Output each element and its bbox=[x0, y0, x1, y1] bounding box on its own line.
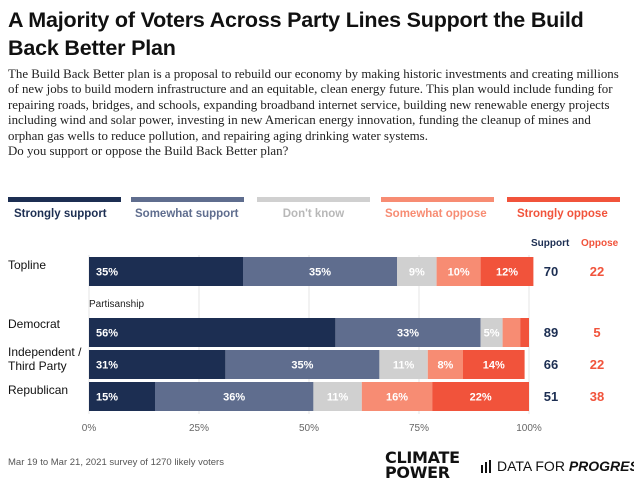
data-label: 12% bbox=[496, 267, 518, 279]
x-tick-label: 100% bbox=[516, 423, 542, 434]
data-label: 35% bbox=[96, 267, 118, 279]
climate-power-line1: CLIMATE bbox=[385, 448, 460, 467]
oppose-total: 22 bbox=[589, 356, 605, 372]
bar-segment bbox=[89, 382, 155, 411]
bar-segment bbox=[520, 318, 529, 347]
oppose-header: Oppose bbox=[581, 238, 619, 249]
legend-swatch bbox=[257, 197, 370, 202]
data-label: 10% bbox=[448, 267, 470, 279]
chart-description: The Build Back Better plan is a proposal… bbox=[8, 67, 626, 159]
bar-segment bbox=[480, 318, 503, 347]
bar-segment bbox=[463, 350, 525, 379]
bar-segment bbox=[89, 318, 336, 347]
data-label: 33% bbox=[397, 328, 419, 340]
data-label: 11% bbox=[327, 392, 349, 404]
data-label: 36% bbox=[223, 392, 245, 404]
row-label: Independent / Third Party bbox=[8, 345, 82, 373]
dfp-emphasis: PROGRESS bbox=[568, 458, 634, 474]
bar-segment bbox=[397, 257, 437, 286]
legend-label: Strongly support bbox=[14, 208, 107, 220]
dfp-text: DATA FOR bbox=[497, 458, 569, 474]
data-label: 8% bbox=[437, 360, 453, 372]
support-total: 70 bbox=[543, 263, 559, 279]
legend-item: Strongly support bbox=[8, 197, 121, 223]
x-tick-label: 75% bbox=[408, 423, 430, 434]
legend-swatch bbox=[507, 197, 620, 202]
support-total: 89 bbox=[543, 324, 559, 340]
legend-label: Don't know bbox=[282, 208, 345, 220]
oppose-total: 5 bbox=[593, 324, 601, 340]
bar-segment bbox=[480, 257, 534, 286]
data-for-progress-logo: DATA FOR PROGRESS bbox=[481, 458, 634, 474]
climate-power-line2: POWER bbox=[385, 463, 450, 482]
support-total: 66 bbox=[543, 356, 559, 372]
bar-segment bbox=[155, 382, 314, 411]
bar-segment bbox=[379, 350, 428, 379]
x-tick-label: 25% bbox=[188, 423, 210, 434]
climate-power-logo: CLIMATE POWER bbox=[385, 448, 460, 482]
description-paragraph: The Build Back Better plan is a proposal… bbox=[8, 67, 619, 143]
legend-swatch bbox=[8, 197, 121, 202]
data-label: 14% bbox=[483, 360, 505, 372]
oppose-total: 38 bbox=[589, 388, 605, 404]
bar-segment bbox=[89, 257, 243, 286]
chart-title: A Majority of Voters Across Party Lines … bbox=[8, 8, 584, 60]
data-label: 35% bbox=[309, 267, 331, 279]
legend-item: Somewhat oppose bbox=[381, 197, 494, 223]
support-total: 51 bbox=[543, 388, 559, 404]
bar-segment bbox=[225, 350, 380, 379]
legend-item: Somewhat support bbox=[131, 197, 244, 223]
data-label: 5% bbox=[484, 328, 500, 340]
oppose-total: 22 bbox=[589, 263, 605, 279]
bar-segment bbox=[361, 382, 433, 411]
legend-item: Don't know bbox=[257, 197, 370, 223]
bar-segment bbox=[502, 318, 521, 347]
row-label: Democrat bbox=[8, 317, 61, 331]
x-tick-label: 50% bbox=[298, 423, 320, 434]
bar-segment bbox=[313, 382, 362, 411]
data-label: 31% bbox=[96, 360, 118, 372]
partisanship-subheader: Partisanship bbox=[89, 299, 145, 310]
legend-label: Strongly oppose bbox=[517, 208, 608, 220]
data-label: 9% bbox=[409, 267, 425, 279]
survey-footnote: Mar 19 to Mar 21, 2021 survey of 1270 li… bbox=[8, 457, 224, 468]
bar-segment bbox=[432, 382, 529, 411]
data-label: 11% bbox=[393, 360, 415, 372]
data-label: 22% bbox=[470, 392, 492, 404]
legend-label: Somewhat support bbox=[135, 208, 239, 220]
data-label: 15% bbox=[96, 392, 118, 404]
bar-segment bbox=[436, 257, 481, 286]
legend-swatch bbox=[131, 197, 244, 202]
data-label: 56% bbox=[96, 328, 118, 340]
data-label: 35% bbox=[291, 360, 313, 372]
bar-segment bbox=[427, 350, 463, 379]
survey-question: Do you support or oppose the Build Back … bbox=[8, 144, 289, 159]
x-tick-label: 0% bbox=[81, 423, 97, 434]
row-label: Topline bbox=[8, 258, 47, 272]
support-header: Support bbox=[531, 238, 570, 249]
bar-chart-icon bbox=[481, 460, 491, 473]
data-label: 16% bbox=[386, 392, 408, 404]
bar-segment bbox=[335, 318, 481, 347]
row-label: Republican bbox=[8, 383, 69, 397]
legend-label: Somewhat oppose bbox=[385, 208, 487, 220]
legend-swatch bbox=[381, 197, 494, 202]
bar-segment bbox=[243, 257, 397, 286]
bar-segment bbox=[89, 350, 226, 379]
legend-item: Strongly oppose bbox=[507, 197, 620, 223]
